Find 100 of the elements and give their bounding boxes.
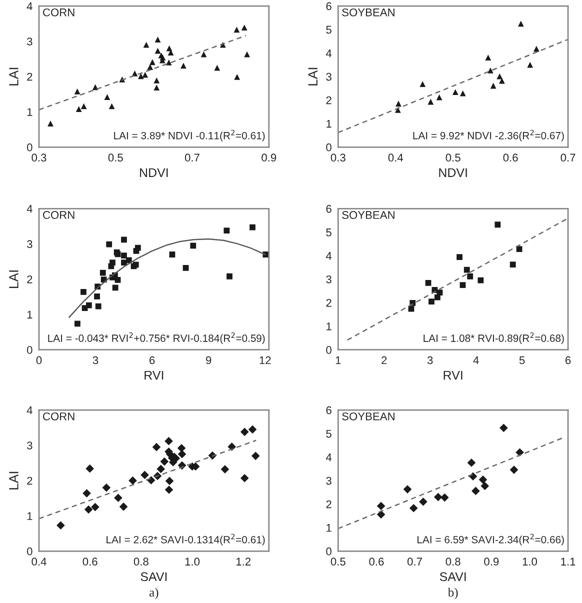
point <box>516 448 524 457</box>
point <box>494 222 501 228</box>
point <box>456 254 462 260</box>
y-tick-label: 6 <box>326 2 332 10</box>
y-tick-label: 0 <box>326 143 332 152</box>
point <box>376 510 386 519</box>
x-tick-label: 1 <box>336 356 341 364</box>
x-tick-label: 12 <box>260 356 271 364</box>
point <box>164 486 174 494</box>
chart-title: SOYBEAN <box>342 412 394 420</box>
y-tick-label: 6 <box>326 406 332 414</box>
point <box>240 428 249 436</box>
y-tick-label: 2 <box>27 72 32 81</box>
y-tick-label: 3 <box>326 476 332 485</box>
y-tick-label: 5 <box>326 430 332 438</box>
y-tick-label: 3 <box>26 240 32 248</box>
x-tick-label: 0.4 <box>388 154 404 162</box>
point <box>234 74 240 80</box>
y-tick-label: 3 <box>26 38 32 46</box>
point <box>48 120 54 126</box>
x-tick-label: 9 <box>206 356 212 364</box>
y-tick-label: 1 <box>27 512 32 520</box>
point <box>496 73 503 80</box>
point <box>200 51 207 58</box>
point <box>452 89 458 96</box>
point <box>498 78 505 84</box>
point <box>467 273 474 280</box>
point <box>56 521 65 530</box>
y-tick-label: 3 <box>26 442 32 450</box>
point <box>169 252 176 258</box>
point <box>121 236 127 243</box>
point <box>114 276 121 283</box>
point <box>165 476 174 486</box>
point <box>240 474 249 482</box>
point <box>108 103 115 110</box>
annotation: LAI = 3.89* NDVI -0.11(R$^{2}$=0.61) <box>114 130 265 142</box>
x-axis-title: RVI <box>144 370 164 380</box>
x-tick-label: 0.8 <box>134 558 148 566</box>
point <box>143 42 150 48</box>
y-tick-label: 0 <box>27 547 32 556</box>
y-tick-label: 3 <box>326 72 332 81</box>
point <box>140 470 149 480</box>
point <box>154 78 160 84</box>
point <box>86 302 92 308</box>
text: a) <box>150 588 158 600</box>
chart-title: CORN <box>43 211 74 219</box>
y-tick-label: 4 <box>26 406 32 414</box>
point <box>419 498 428 506</box>
point <box>119 502 128 511</box>
point <box>86 464 94 473</box>
x-axis-title: RVI <box>444 370 462 380</box>
x-tick-label: 0.8 <box>446 558 460 566</box>
x-tick-label: 6 <box>566 356 571 364</box>
y-tick-label: 2 <box>326 298 332 307</box>
y-axis-title: LAI <box>9 270 18 288</box>
x-axis-title: SAVI <box>140 572 167 582</box>
x-tick-label: 0 <box>36 356 42 364</box>
point <box>434 492 442 502</box>
point <box>516 246 522 252</box>
point <box>154 36 161 42</box>
y-tick-label: 6 <box>326 204 332 213</box>
point <box>114 494 122 502</box>
point <box>460 90 466 96</box>
point <box>396 100 402 107</box>
y-tick-label: 2 <box>326 96 332 104</box>
annotation: LAI = 2.62* SAVI-0.1314(R$^{2}$=0.61) <box>106 534 265 546</box>
point <box>84 505 93 514</box>
y-tick-label: 4 <box>326 252 332 260</box>
y-tick-label: 0 <box>326 346 332 354</box>
point <box>527 62 534 68</box>
x-tick-label: 0.5 <box>446 154 460 162</box>
point <box>80 103 87 110</box>
point <box>91 502 100 512</box>
chart-title: CORN <box>43 8 74 16</box>
point <box>428 98 434 105</box>
y-axis-title: LAI <box>9 68 18 86</box>
point <box>533 46 540 52</box>
point <box>214 64 220 71</box>
point <box>74 320 80 327</box>
point <box>510 262 516 268</box>
chart-title: CORN <box>43 412 74 420</box>
y-tick-label: 2 <box>27 275 32 284</box>
point <box>488 68 494 74</box>
point <box>154 48 161 54</box>
y-tick-label: 0 <box>326 547 332 556</box>
y-tick-label: 1 <box>27 310 32 318</box>
point <box>436 94 442 100</box>
point <box>409 504 418 512</box>
x-tick-label: 0.9 <box>484 558 499 566</box>
point <box>160 457 169 466</box>
point <box>408 306 414 312</box>
point <box>425 280 432 286</box>
point <box>126 257 132 264</box>
y-tick-label: 1 <box>326 120 332 128</box>
point <box>180 62 186 69</box>
point <box>106 241 112 248</box>
point <box>420 81 426 88</box>
point <box>220 465 230 474</box>
x-tick-label: 0.7 <box>407 558 422 566</box>
point <box>248 425 257 434</box>
